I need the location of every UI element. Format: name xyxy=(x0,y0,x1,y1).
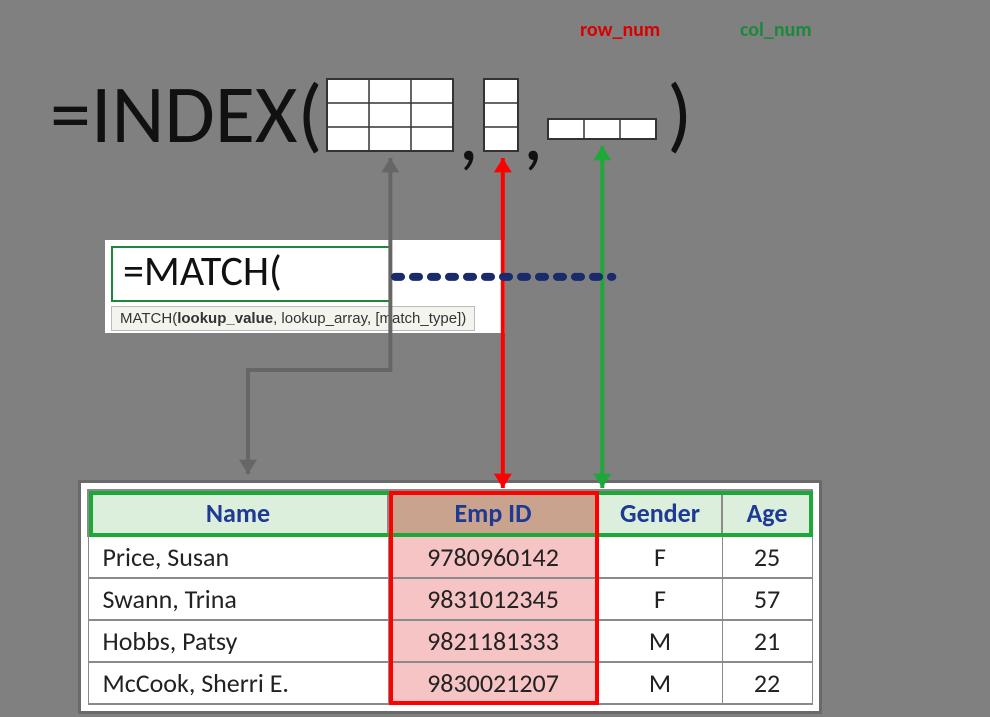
formula-comma-2: , xyxy=(523,83,543,183)
match-formula-box: =MATCH( MATCH(lookup_value, lookup_array… xyxy=(105,240,505,333)
table-cell: Swann, Trina xyxy=(88,578,388,620)
table-cell: 21 xyxy=(722,620,812,662)
table-cell: McCook, Sherri E. xyxy=(88,662,388,704)
table-row: Hobbs, Patsy9821181333M21 xyxy=(88,620,812,662)
table-cell: 22 xyxy=(722,662,812,704)
match-cell-text: =MATCH( xyxy=(123,246,282,297)
table-cell: F xyxy=(598,578,722,620)
label-col-num: col_num xyxy=(740,18,812,42)
table-header: Gender xyxy=(598,490,722,536)
label-row-num: row_num xyxy=(580,18,660,42)
table-cell: F xyxy=(598,536,722,578)
table-cell: 57 xyxy=(722,578,812,620)
mini-grid-row-icon xyxy=(547,118,657,140)
table-cell: 9780960142 xyxy=(388,536,598,578)
formula-prefix: =INDEX( xyxy=(50,65,322,165)
table-cell: Price, Susan xyxy=(88,536,388,578)
table-cell: M xyxy=(598,620,722,662)
table-row: Price, Susan9780960142F25 xyxy=(88,536,812,578)
table-cell: Hobbs, Patsy xyxy=(88,620,388,662)
table-cell: 9821181333 xyxy=(388,620,598,662)
table-cell: 9831012345 xyxy=(388,578,598,620)
data-table-wrap: NameEmp IDGenderAgePrice, Susan978096014… xyxy=(78,480,822,714)
data-table: NameEmp IDGenderAgePrice, Susan978096014… xyxy=(87,489,813,705)
table-cell: 25 xyxy=(722,536,812,578)
label-array: array xyxy=(435,18,478,42)
formula-close: ) xyxy=(667,65,692,165)
match-tooltip: MATCH(lookup_value, lookup_array, [match… xyxy=(111,306,475,331)
table-header: Age xyxy=(722,490,812,536)
table-row: McCook, Sherri E.9830021207M22 xyxy=(88,662,812,704)
match-cell: =MATCH( xyxy=(111,246,391,302)
table-row: Swann, Trina9831012345F57 xyxy=(88,578,812,620)
table-cell: M xyxy=(598,662,722,704)
mini-grid-column-icon xyxy=(483,78,519,152)
mini-grid-array-icon xyxy=(326,78,454,152)
table-header: Name xyxy=(88,490,388,536)
table-header: Emp ID xyxy=(388,490,598,536)
index-formula: =INDEX( , , ) xyxy=(50,60,692,170)
formula-comma-1: , xyxy=(458,83,478,183)
table-cell: 9830021207 xyxy=(388,662,598,704)
